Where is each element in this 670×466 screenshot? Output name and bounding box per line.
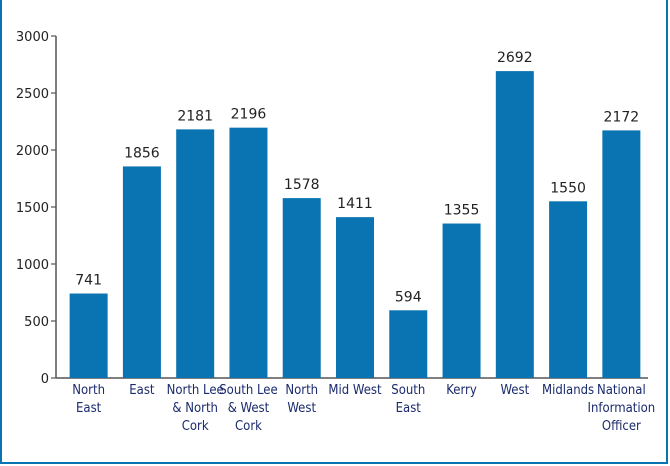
y-tick-label: 3000	[16, 30, 49, 45]
bar	[495, 71, 534, 378]
x-tick-label: National Information Officer	[588, 383, 656, 434]
chart-bars	[69, 71, 641, 378]
x-tick-label: Kerry	[446, 383, 477, 398]
y-tick-label: 0	[41, 372, 49, 387]
x-tick-label: South East	[391, 383, 425, 416]
bar	[602, 130, 641, 378]
x-tick-label: South Lee & West Cork	[219, 383, 277, 434]
y-tick-label: 1000	[16, 258, 49, 273]
y-tick-label: 1500	[16, 201, 49, 216]
bar	[122, 166, 161, 378]
bar-value-label: 1550	[550, 180, 586, 196]
x-tick-label: North West	[285, 383, 318, 416]
bar-value-label: 2172	[604, 109, 640, 125]
bar-value-label: 2692	[497, 50, 533, 66]
bar	[442, 223, 481, 378]
bar	[229, 127, 268, 378]
bar-value-label: 741	[75, 273, 102, 289]
bar	[69, 293, 108, 378]
chart-labels: 741 North East 1856 East 2181 North Lee & North…	[72, 50, 655, 434]
bar	[282, 198, 321, 378]
y-tick-label: 2500	[16, 87, 49, 102]
bar	[336, 217, 374, 378]
y-tick-label: 500	[24, 315, 49, 330]
bar-value-label: 2181	[177, 108, 213, 124]
bar-value-label: 1411	[337, 196, 373, 212]
x-tick-label: North Lee & North Cork	[167, 383, 224, 434]
bar	[549, 201, 588, 378]
bar	[176, 129, 215, 378]
x-tick-label: Mid West	[328, 383, 382, 398]
bar-value-label: 1355	[444, 203, 480, 219]
bar	[389, 310, 428, 378]
x-tick-label: West	[500, 383, 529, 398]
x-tick-label: Midlands	[542, 383, 594, 398]
x-tick-label: North East	[72, 383, 105, 416]
bar-value-label: 1578	[284, 177, 320, 193]
bar-value-label: 1856	[124, 145, 160, 161]
bar-value-label: 2196	[231, 107, 267, 123]
bar-value-label: 594	[395, 289, 422, 305]
y-tick-label: 2000	[16, 144, 49, 159]
x-tick-label: East	[129, 383, 155, 398]
